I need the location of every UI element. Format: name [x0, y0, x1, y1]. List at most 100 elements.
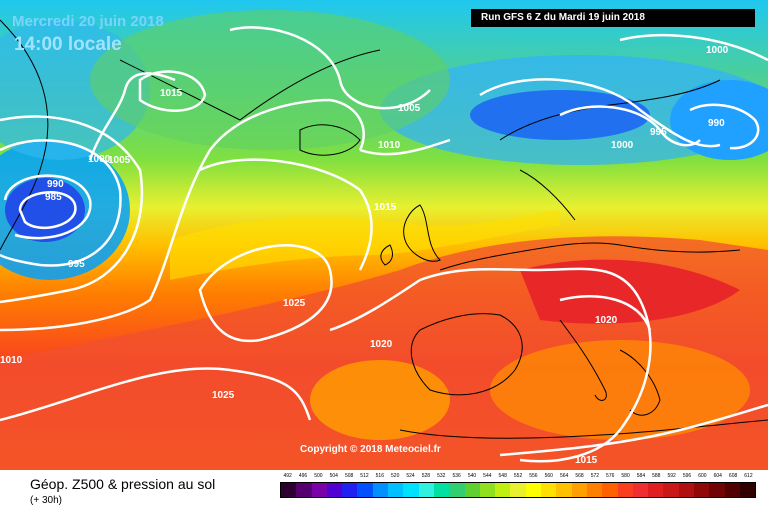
warm-orange-se — [490, 340, 750, 440]
isobar-1025-west — [198, 244, 333, 343]
isobar-label: 1000 — [706, 45, 729, 56]
isobar-label: 990 — [708, 118, 725, 129]
scale-swatch — [556, 483, 572, 497]
scale-value-label: 572 — [590, 473, 600, 479]
isobar-1015-centre — [199, 158, 373, 271]
isobar-990 — [3, 174, 92, 240]
isobar-label: 995 — [68, 259, 85, 270]
isobar-1005-centre — [229, 26, 431, 110]
isobar-1010-centre — [359, 138, 451, 156]
scale-value-label: 612 — [744, 473, 753, 479]
scale-swatch — [449, 483, 465, 497]
copyright-text: Copyright © 2018 Meteociel.fr — [300, 444, 441, 455]
scale-value-label: 536 — [452, 473, 461, 479]
scale-swatch — [525, 483, 542, 497]
cold-pool-west-core — [5, 178, 85, 242]
scale-value-label: 524 — [406, 473, 415, 479]
scale-value-label: 576 — [606, 473, 615, 479]
scale-value-label: 604 — [713, 473, 722, 479]
scale-swatch — [694, 483, 710, 497]
legend-footer: Géop. Z500 & pression au sol (+ 30h) 492… — [0, 470, 768, 512]
scale-swatch — [617, 483, 633, 497]
scale-swatch — [663, 483, 679, 497]
isobar-1010 — [0, 98, 365, 332]
isobar-1020 — [329, 267, 652, 463]
scale-swatch — [372, 483, 389, 497]
isobar-1025-south — [0, 367, 312, 422]
isobar-1000-northeast — [479, 78, 721, 148]
scale-swatch — [464, 483, 480, 497]
scale-value-label: 608 — [728, 473, 738, 479]
scale-value-label: 516 — [375, 473, 384, 479]
scale-value-label: 532 — [437, 473, 446, 479]
color-scale: 492 496 500 504 508 512 516 520 524 528 532 536 540 5… — [280, 470, 756, 498]
scale-swatch — [739, 483, 756, 497]
scale-value-label: 508 — [344, 473, 354, 479]
scale-value-label: 564 — [559, 473, 569, 479]
scale-swatch — [709, 483, 725, 497]
scale-value-label: 568 — [575, 473, 584, 479]
scale-value-label: 596 — [682, 473, 692, 479]
scale-value-label: 512 — [360, 473, 369, 479]
green-lobe — [90, 10, 450, 150]
isobar-1020-east — [559, 295, 652, 331]
isobar-985 — [18, 191, 77, 230]
isobar-label: 995 — [650, 127, 667, 138]
scale-value-label: 492 — [283, 473, 292, 479]
scale-swatch — [724, 483, 740, 497]
model-run-label: Run GFS 6 Z du Mardi 19 juin 2018 — [471, 9, 755, 27]
isobar-995 — [0, 139, 122, 267]
scale-swatch — [602, 483, 618, 497]
scale-value-label: 552 — [513, 473, 523, 479]
scale-swatch — [433, 483, 450, 497]
scale-swatch — [632, 483, 649, 497]
isobar-label: 1020 — [370, 339, 393, 350]
scale-value-label: 580 — [621, 473, 630, 479]
isobars — [0, 26, 768, 463]
isobar-1000-ne-outer — [619, 33, 768, 62]
color-scale-labels: 492 496 500 504 508 512 516 520 524 528 532 536 540 5… — [280, 470, 756, 482]
scale-value-label: 540 — [467, 473, 477, 479]
scale-swatch — [541, 483, 557, 497]
scale-value-label: 500 — [314, 473, 323, 479]
isobar-label: 1015 — [160, 88, 183, 99]
scale-swatch — [418, 483, 434, 497]
isobar-label: 990 — [47, 179, 64, 190]
scale-value-label: 528 — [421, 473, 431, 479]
weather-map: 1015 1005 1010 1015 1000 1005 990 985 99… — [0, 0, 768, 470]
isobar-label: 1005 — [108, 155, 131, 166]
isobar-995-northeast — [559, 105, 701, 147]
scale-swatch — [357, 483, 373, 497]
color-scale-swatches — [280, 482, 756, 498]
isobar-1015-north — [138, 70, 207, 112]
isobar-label: 1015 — [575, 455, 598, 466]
scale-swatch — [342, 483, 358, 497]
isobar-label: 1025 — [212, 390, 235, 401]
scale-swatch — [296, 483, 312, 497]
scale-value-label: 504 — [329, 473, 338, 479]
scale-swatch — [648, 483, 664, 497]
legend-title: Géop. Z500 & pression au sol — [30, 476, 216, 492]
scale-swatch — [403, 483, 419, 497]
isobar-label: 1000 — [88, 154, 111, 165]
warm-ridge-core — [520, 259, 740, 324]
isobar-label: 1020 — [595, 315, 618, 326]
scale-swatch — [479, 483, 496, 497]
yellow-band — [170, 210, 560, 280]
scale-swatch — [571, 483, 587, 497]
scale-value-label: 560 — [544, 473, 553, 479]
scale-swatch — [586, 483, 603, 497]
scale-value-label: 544 — [483, 473, 492, 479]
scale-swatch — [510, 483, 526, 497]
isobar-1015-south — [499, 403, 768, 457]
coastlines — [0, 19, 768, 439]
scale-value-label: 520 — [391, 473, 400, 479]
scale-swatch — [311, 483, 327, 497]
cold-pool-northeast-east — [670, 80, 768, 160]
warm-orange-sw — [310, 360, 450, 440]
scale-value-label: 556 — [529, 473, 538, 479]
scale-value-label: 584 — [636, 473, 646, 479]
scale-swatch — [495, 483, 511, 497]
scale-swatch — [281, 483, 297, 497]
scale-value-label: 588 — [652, 473, 661, 479]
